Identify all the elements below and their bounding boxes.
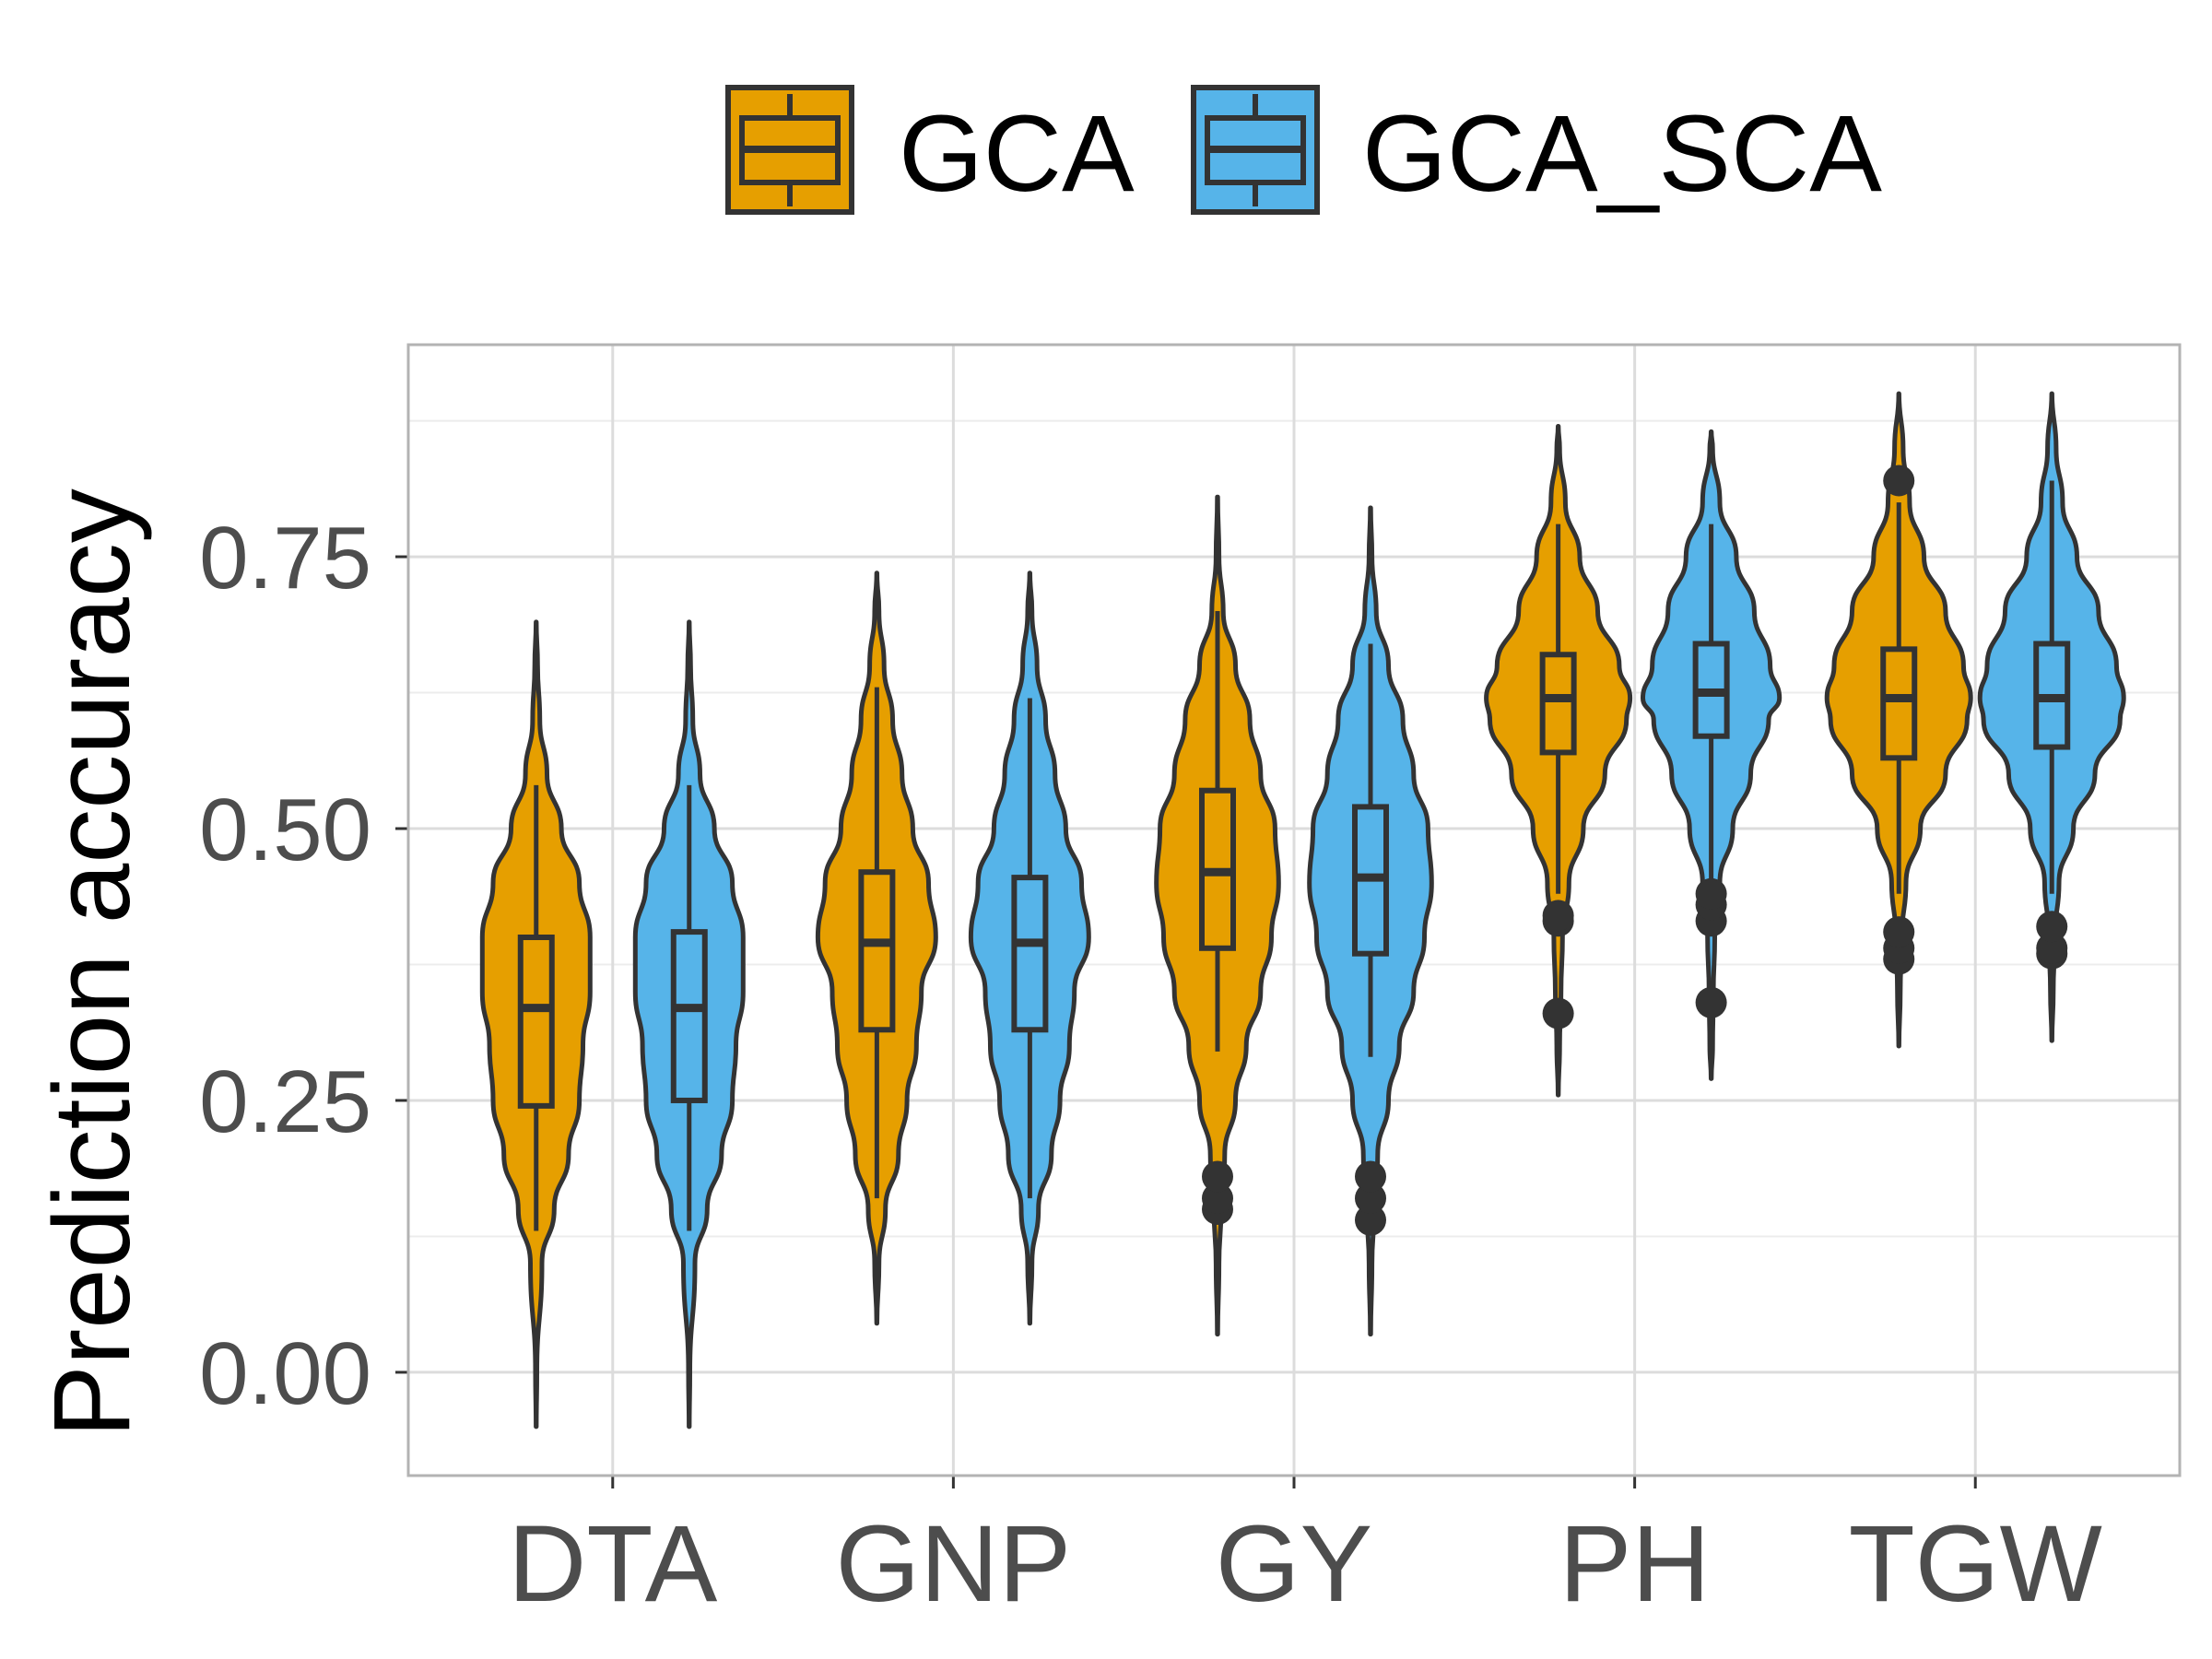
violin-group-gca-sca-gy [1307, 505, 1434, 1337]
outlier-point [2036, 932, 2068, 964]
y-tick-label: 0.75 [199, 509, 371, 607]
violin-group-gca-gy [1154, 494, 1281, 1337]
x-axis: DTA GNP GY PH TGW [508, 1476, 2102, 1625]
y-tick-label: 0.50 [199, 781, 371, 879]
violin-group-gca-ph [1484, 423, 1633, 1098]
x-tick-label: GY [1216, 1503, 1373, 1625]
x-tick-label: DTA [508, 1503, 718, 1625]
outlier-point [1695, 986, 1727, 1018]
violin-group-gca-sca-tgw [1977, 391, 2126, 1043]
violin-group-gca-gnp [815, 571, 938, 1326]
outlier-point [1542, 900, 1574, 932]
outlier-point [1883, 916, 1915, 948]
box-iqr [1539, 652, 1577, 756]
legend: GCA GCA_SCA [725, 85, 1882, 215]
y-axis-title: Prediction accuracy [31, 488, 153, 1438]
x-tick-label: TGW [1849, 1503, 2102, 1625]
outlier-point [1883, 465, 1915, 497]
box-iqr [1011, 875, 1049, 1033]
violin-group-gca-sca-ph [1641, 429, 1783, 1081]
outlier-point [1202, 1160, 1233, 1193]
outlier-point [1355, 1160, 1386, 1193]
x-tick-label: GNP [836, 1503, 1072, 1625]
box-iqr [858, 869, 896, 1033]
plot-panel: 0.00 0.25 0.50 0.75 DTA GNP GY PH TGW [199, 343, 2182, 1625]
outlier-point [1202, 1182, 1233, 1215]
outlier-point [2036, 911, 2068, 943]
legend-item-gca: GCA [725, 85, 1135, 215]
violin-group-gca-sca-gnp [968, 571, 1091, 1326]
violin-group-gca-tgw [1824, 391, 1973, 1049]
violin-group-gca-dta [479, 619, 593, 1430]
y-tick-label: 0.00 [199, 1324, 371, 1423]
legend-label-gca: GCA [899, 93, 1135, 215]
violin-group-gca-sca-dta [632, 619, 746, 1430]
outlier-point [1355, 1204, 1386, 1236]
panel-border [406, 343, 2182, 1477]
legend-label-gca-sca: GCA_SCA [1362, 93, 1882, 215]
y-tick-label: 0.25 [199, 1053, 371, 1151]
legend-item-gca-sca: GCA_SCA [1191, 85, 1882, 215]
violins [479, 391, 2126, 1430]
box-iqr [670, 929, 708, 1103]
outlier-point [1542, 997, 1574, 1030]
outlier-point [1355, 1182, 1386, 1215]
y-axis: 0.00 0.25 0.50 0.75 [199, 509, 408, 1423]
box-iqr [1880, 646, 1918, 761]
box-iqr [517, 934, 555, 1109]
x-tick-label: PH [1559, 1503, 1711, 1625]
outlier-point [1695, 877, 1727, 910]
